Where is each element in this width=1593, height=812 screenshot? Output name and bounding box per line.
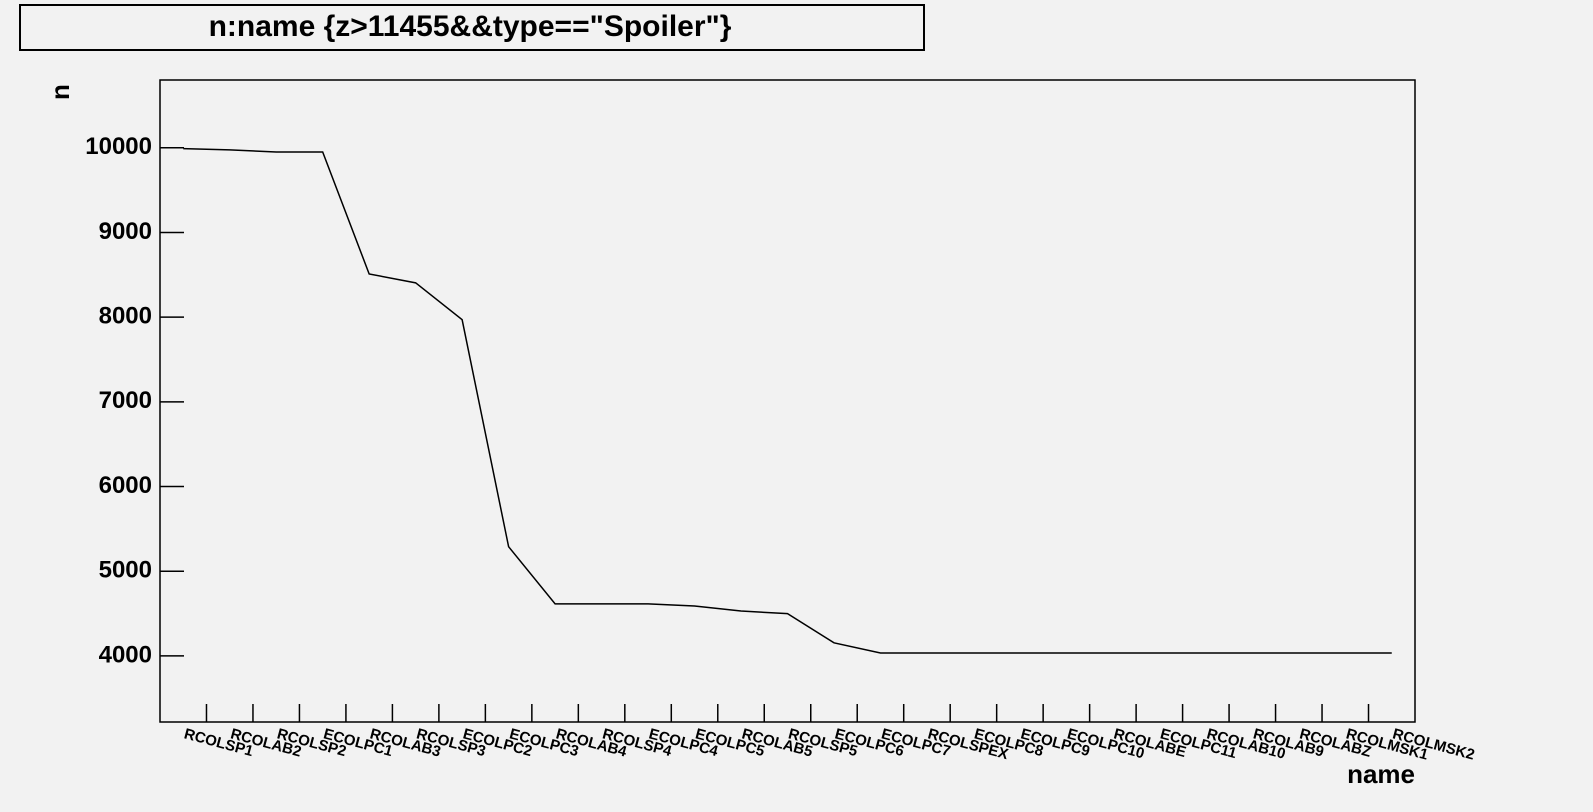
y-tick-label: 7000 (99, 387, 152, 414)
chart-title: n:name {z>11455&&type=="Spoiler"} (209, 10, 732, 43)
line (183, 147, 1392, 654)
y-tick-label: 8000 (99, 302, 152, 329)
y-tick-label: 9000 (99, 218, 152, 245)
title-box (19, 4, 925, 51)
plot-frame (159, 79, 1416, 723)
y-tick-label: 4000 (99, 641, 152, 668)
y-axis-label: n (45, 84, 75, 100)
y-tick-label: 10000 (85, 133, 152, 160)
y-tick-label: 6000 (99, 472, 152, 499)
x-axis-label: name (1347, 759, 1415, 789)
y-tick-label: 5000 (99, 557, 152, 584)
